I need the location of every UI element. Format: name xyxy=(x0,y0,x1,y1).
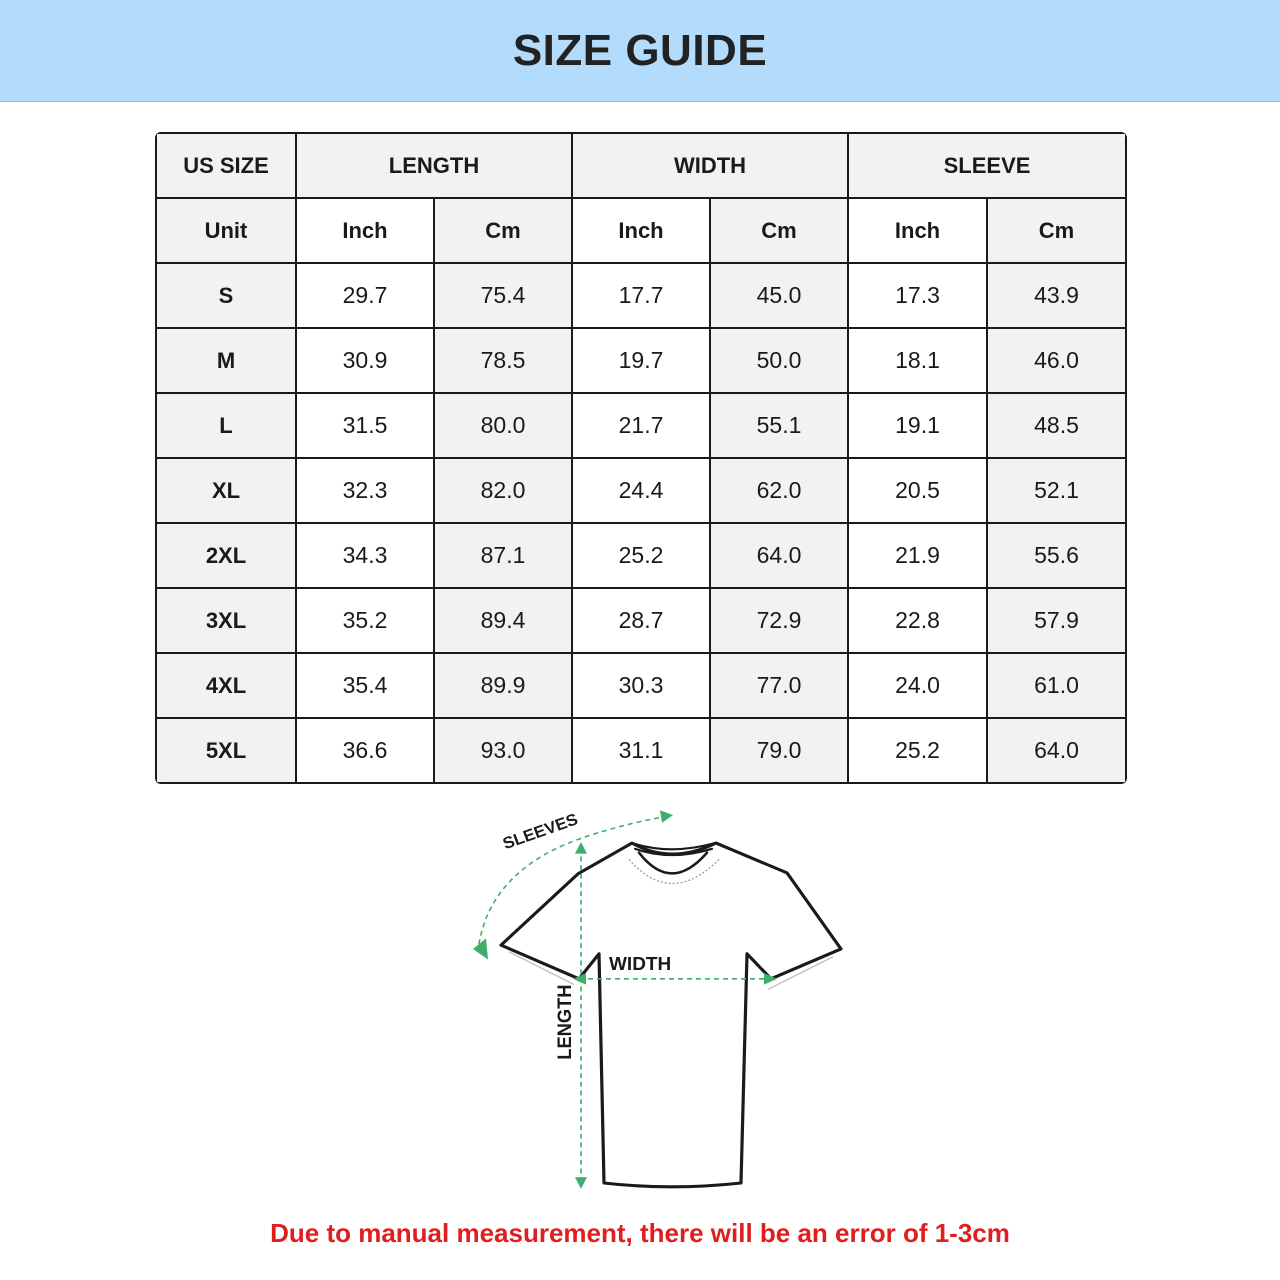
svg-text:WIDTH: WIDTH xyxy=(609,953,671,974)
svg-text:SLEEVES: SLEEVES xyxy=(500,810,580,853)
svg-text:LENGTH: LENGTH xyxy=(554,985,575,1060)
